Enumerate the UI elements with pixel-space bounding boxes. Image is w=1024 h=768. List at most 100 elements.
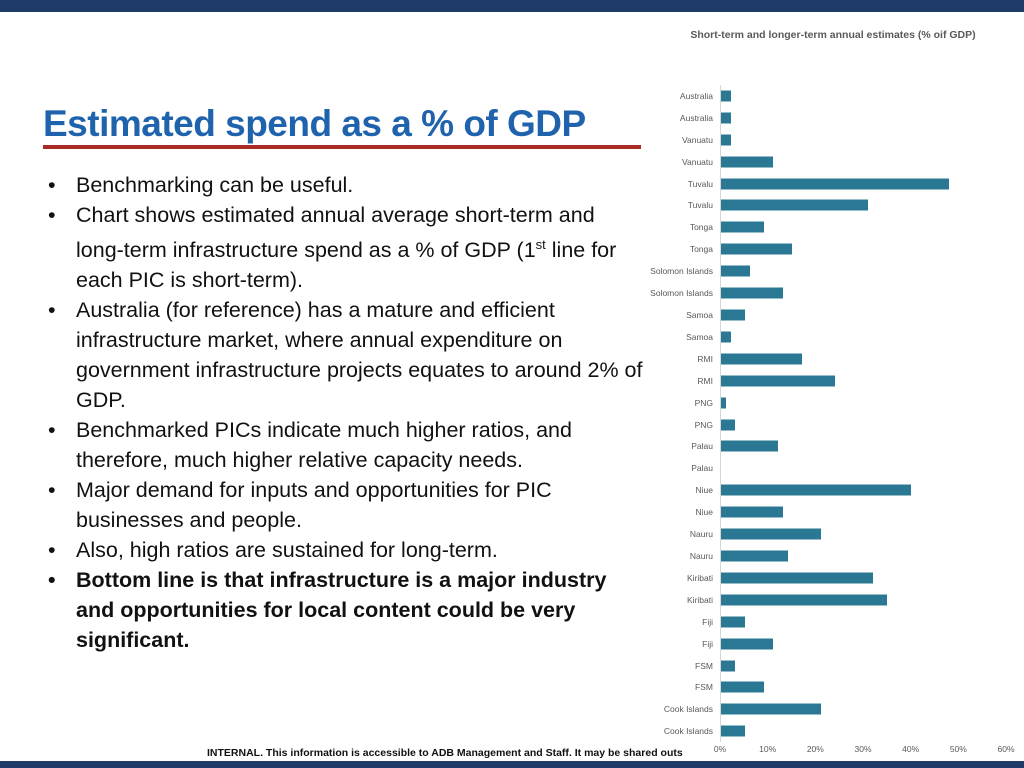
bullet-list: • Benchmarking can be useful. • Chart shows…: [48, 170, 648, 655]
bar: [721, 156, 774, 168]
bar-area: [720, 545, 1006, 567]
chart-row: PNG: [650, 413, 1006, 436]
chart-row: RMI: [650, 369, 1006, 392]
chart-row: Niue: [650, 479, 1006, 502]
bar: [721, 506, 783, 518]
x-tick-label: 30%: [854, 744, 872, 754]
bar-area: [720, 282, 1006, 305]
bullet-text: Major demand for inputs and opportunitie…: [76, 478, 552, 533]
x-tick-label: 60%: [997, 744, 1015, 754]
bar: [721, 616, 745, 628]
bar: [721, 287, 783, 299]
bar-area: [720, 632, 1006, 655]
chart-row: Samoa: [650, 304, 1006, 326]
bar: [721, 199, 869, 211]
bar-area: [720, 566, 1006, 589]
bar: [721, 331, 731, 343]
bullet-text: Benchmarked PICs indicate much higher ra…: [76, 418, 572, 473]
chart-row: Kiribati: [650, 588, 1006, 611]
chart-row: Nauru: [650, 545, 1006, 567]
bullet-marker: •: [48, 478, 56, 503]
chart-title: Short-term and longer-term annual estima…: [690, 29, 976, 41]
category-label: Niue: [695, 485, 713, 496]
bar-area: [720, 194, 1006, 217]
bullet-item: • Also, high ratios are sustained for lon…: [48, 535, 648, 565]
category-label: Nauru: [689, 529, 713, 540]
chart-row: Fiji: [650, 610, 1006, 633]
bar-area: [720, 369, 1006, 392]
chart-row: Palau: [650, 457, 1006, 480]
chart-row: Kiribati: [650, 566, 1006, 589]
chart-row: Palau: [650, 435, 1006, 458]
category-label: Nauru: [689, 550, 713, 561]
bar-area: [720, 676, 1006, 699]
bullet-marker: •: [48, 173, 56, 197]
category-label: Kiribati: [687, 594, 713, 605]
category-label: Tonga: [689, 244, 713, 255]
bar-area: [720, 523, 1006, 546]
chart-row: RMI: [650, 347, 1006, 370]
footer-disclaimer: INTERNAL. This information is accessible…: [207, 747, 683, 759]
bar-area: [720, 610, 1006, 633]
category-label: Cook Islands: [663, 704, 713, 715]
bar: [721, 353, 802, 365]
category-label: Fiji: [702, 616, 713, 627]
category-label: Cook Islands: [663, 726, 713, 737]
bar: [721, 681, 764, 693]
bar-area: [720, 413, 1006, 436]
bar-area: [720, 216, 1006, 239]
category-label: Tuvalu: [687, 178, 713, 189]
category-label: Vanuatu: [681, 156, 713, 167]
chart-row: Solomon Islands: [650, 260, 1006, 283]
bottom-accent-bar: [0, 761, 1024, 768]
category-label: Australia: [679, 112, 713, 123]
bullet-text: Also, high ratios are sustained for long…: [76, 538, 498, 563]
chart-row: Tuvalu: [650, 194, 1006, 217]
bar: [721, 309, 745, 321]
bar: [721, 660, 736, 672]
chart-row: Tonga: [650, 238, 1006, 261]
chart-row: Tonga: [650, 216, 1006, 239]
chart-row: Vanuatu: [650, 150, 1006, 173]
x-tick-label: 20%: [806, 744, 824, 754]
bar-area: [720, 457, 1006, 480]
chart-row: Australia: [650, 106, 1006, 129]
bar: [721, 594, 888, 606]
bar: [721, 243, 793, 255]
bar-area: [720, 325, 1006, 348]
bar: [721, 134, 731, 146]
chart-row: Nauru: [650, 523, 1006, 546]
x-tick-label: 50%: [949, 744, 967, 754]
bar: [721, 265, 750, 277]
bullet-item: • Major demand for inputs and opportuniti…: [48, 475, 648, 535]
bullet-item: • Benchmarking can be useful.: [48, 170, 648, 200]
category-label: Palau: [691, 441, 713, 452]
chart-row: Vanuatu: [650, 128, 1006, 151]
bullet-marker: •: [48, 418, 56, 443]
category-label: Vanuatu: [681, 134, 713, 145]
bar-area: [720, 588, 1006, 611]
bullet-item: • Bottom line is that infrastructure is a…: [48, 565, 648, 655]
category-label: Palau: [691, 463, 713, 474]
bar-area: [720, 238, 1006, 261]
top-accent-bar: [0, 0, 1024, 12]
bar: [721, 572, 873, 584]
bullet-marker: •: [48, 568, 56, 593]
chart-row: Solomon Islands: [650, 282, 1006, 305]
category-label: PNG: [694, 397, 713, 408]
category-label: RMI: [697, 375, 713, 386]
bar: [721, 550, 788, 562]
bullet-item: • Benchmarked PICs indicate much higher r…: [48, 415, 648, 475]
bullet-text: Bottom line is that infrastructure is a …: [76, 568, 607, 653]
chart-row: Cook Islands: [650, 720, 1006, 743]
chart-row: PNG: [650, 391, 1006, 414]
title-underline: [43, 145, 641, 149]
bar-area: [720, 654, 1006, 677]
chart-row: Samoa: [650, 325, 1006, 348]
bar: [721, 397, 726, 409]
bar: [721, 419, 736, 431]
bar-area: [720, 501, 1006, 524]
x-axis: 0% 10% 20% 30% 40% 50% 60%: [714, 744, 1015, 756]
chart-row: FSM: [650, 654, 1006, 677]
category-label: Samoa: [686, 310, 713, 321]
